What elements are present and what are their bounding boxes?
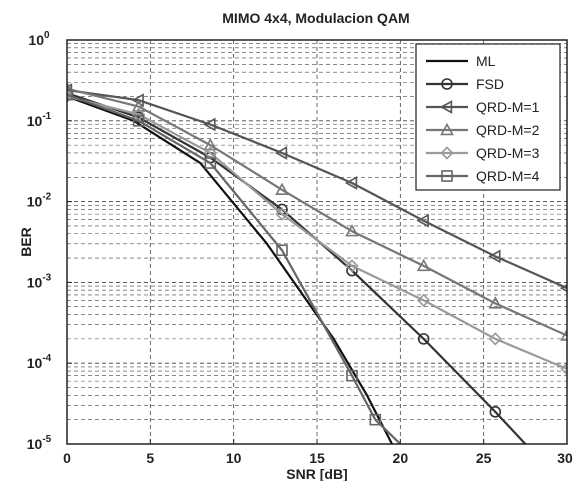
legend-marker-qrd-m-1 xyxy=(439,100,453,114)
data-point-qrd-m-2 xyxy=(131,99,146,112)
y-axis-ticks: 100 10-1 10-2 10-3 10-4 10-5 xyxy=(27,30,72,452)
data-point-qrd-m-2 xyxy=(203,137,218,151)
y-tick-label: 10-4 xyxy=(27,353,52,371)
series-qrd-m-2 xyxy=(67,81,567,341)
x-tick-label: 0 xyxy=(63,450,71,466)
chart-title: MIMO 4x4, Modulacion QAM xyxy=(222,10,409,26)
y-tick-label: 10-1 xyxy=(27,111,52,129)
y-axis-label: BER xyxy=(18,227,34,257)
y-tick-label: 100 xyxy=(28,30,50,48)
data-point-qrd-m-3 xyxy=(417,293,431,307)
legend-entry-qrd-m-4: QRD-M=4 xyxy=(426,168,540,184)
legend-entry-ml: ML xyxy=(426,53,496,69)
data-point-qrd-m-1 xyxy=(203,117,216,132)
x-tick-label: 5 xyxy=(146,450,154,466)
data-point-qrd-m-4 xyxy=(276,244,288,257)
data-point-qrd-m-4 xyxy=(67,88,73,101)
data-point-qrd-m-4 xyxy=(132,115,145,127)
series-line-qrd-m-2 xyxy=(67,87,567,337)
legend-entries: ML FSD QRD-M=1 QRD-M=2 QRD-M=3 QRD-M=4 xyxy=(426,53,540,184)
data-point-qrd-m-2 xyxy=(345,224,359,237)
x-tick-label: 25 xyxy=(476,450,492,466)
data-point-qrd-m-3 xyxy=(345,259,359,273)
data-point-qrd-m-3 xyxy=(275,207,289,221)
x-tick-label: 15 xyxy=(309,450,325,466)
data-point-qrd-m-1 xyxy=(416,213,429,228)
series-group xyxy=(67,81,567,444)
data-point-qrd-m-2 xyxy=(67,81,74,94)
data-point-qrd-m-3 xyxy=(560,362,567,376)
legend-marker-qrd-m-3 xyxy=(440,146,454,160)
data-point-qrd-m-4 xyxy=(369,413,382,426)
y-tick-label: 10-5 xyxy=(27,434,52,452)
legend-entry-fsd: FSD xyxy=(426,76,504,92)
data-point-qrd-m-1 xyxy=(274,146,288,160)
legend-entry-qrd-m-3: QRD-M=3 xyxy=(426,145,540,161)
legend-entry-qrd-m-1: QRD-M=1 xyxy=(426,99,540,115)
legend-marker-qrd-m-4 xyxy=(441,170,453,182)
data-point-qrd-m-4 xyxy=(204,157,217,169)
legend-label-qrd-m-3: QRD-M=3 xyxy=(476,145,540,161)
x-axis-ticks: 0 5 10 15 20 25 30 xyxy=(63,439,573,466)
data-point-qrd-m-3 xyxy=(488,332,502,346)
legend: ML FSD QRD-M=1 QRD-M=2 QRD-M=3 QRD-M=4 xyxy=(415,43,561,191)
data-point-qrd-m-2 xyxy=(488,296,503,309)
legend-box xyxy=(415,43,561,191)
data-point-qrd-m-2 xyxy=(416,258,431,272)
legend-label-fsd: FSD xyxy=(476,76,504,92)
y-tick-label: 10-2 xyxy=(27,192,52,210)
legend-entry-qrd-m-2: QRD-M=2 xyxy=(426,122,540,138)
data-point-qrd-m-4 xyxy=(346,369,358,382)
series-line-qrd-m-3 xyxy=(67,95,567,370)
x-axis-label: SNR [dB] xyxy=(286,466,347,481)
x-tick-label: 30 xyxy=(557,450,573,466)
legend-label-ml: ML xyxy=(476,53,496,69)
legend-marker-fsd xyxy=(441,78,453,90)
legend-marker-qrd-m-2 xyxy=(440,122,454,136)
series-line-qrd-m-1 xyxy=(67,88,567,290)
series-qrd-m-4 xyxy=(67,88,402,444)
legend-label-qrd-m-2: QRD-M=2 xyxy=(476,122,540,138)
x-tick-label: 20 xyxy=(393,450,409,466)
series-line-qrd-m-4 xyxy=(67,93,402,444)
data-point-qrd-m-2 xyxy=(275,182,289,195)
data-point-qrd-m-3 xyxy=(67,89,74,104)
data-point-qrd-m-1 xyxy=(488,249,501,264)
data-point-qrd-m-1 xyxy=(344,176,358,190)
data-point-fsd xyxy=(417,333,430,345)
x-tick-label: 10 xyxy=(226,450,242,466)
legend-label-qrd-m-4: QRD-M=4 xyxy=(476,168,540,184)
data-point-fsd xyxy=(489,406,502,418)
y-tick-label: 10-3 xyxy=(27,272,52,290)
legend-label-qrd-m-1: QRD-M=1 xyxy=(476,99,540,115)
data-point-qrd-m-2 xyxy=(560,328,567,341)
